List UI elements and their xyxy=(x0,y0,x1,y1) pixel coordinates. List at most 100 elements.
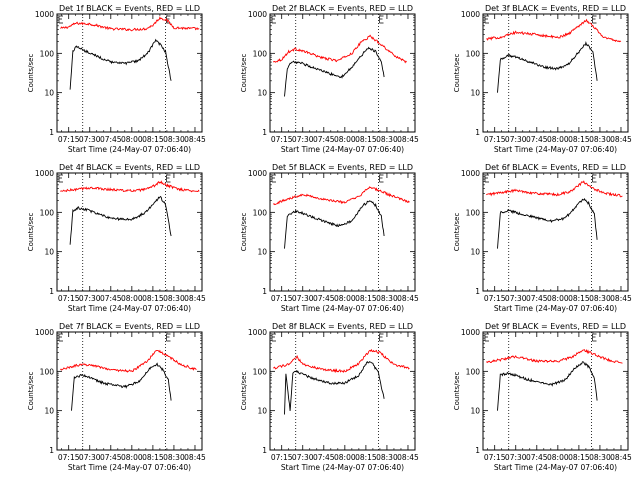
x-axis-label: Start Time (24-May-07 07:06:40) xyxy=(494,463,617,472)
x-tick-label: 08:30 xyxy=(163,294,185,303)
x-tick-label: 07:15 xyxy=(271,453,293,462)
flag-glyph xyxy=(592,333,597,342)
x-tick-label: 07:30 xyxy=(292,135,314,144)
lld-series-line xyxy=(486,18,622,43)
y-tick-label: 100 xyxy=(253,367,268,376)
y-tick-label: 10 xyxy=(470,407,480,416)
flag-glyph xyxy=(58,333,63,342)
y-axis-label: Counts/sec xyxy=(453,372,461,411)
events-series-line xyxy=(69,195,172,245)
x-tick-label: 07:30 xyxy=(79,453,101,462)
plot-frame xyxy=(56,13,203,133)
x-tick-label: 08:15 xyxy=(568,135,590,144)
x-tick-label: 07:30 xyxy=(79,135,101,144)
x-axis-label: Start Time (24-May-07 07:06:40) xyxy=(281,463,404,472)
x-axis-label: Start Time (24-May-07 07:06:40) xyxy=(68,304,191,313)
chart-panel-2: Det 2f BLACK = Events, RED = LLD 1 10 100 10… xyxy=(240,4,419,154)
y-axis-label: Counts/sec xyxy=(240,54,248,93)
x-tick-label: 08:30 xyxy=(376,294,398,303)
flag-glyph xyxy=(271,15,276,24)
chart-panel-9: Det 9f BLACK = Events, RED = LLD 1 10 100 10… xyxy=(453,322,632,472)
flag-glyph xyxy=(379,174,384,183)
y-tick-label: 10 xyxy=(257,89,267,98)
x-tick-label: 08:15 xyxy=(355,453,377,462)
x-axis-label: Start Time (24-May-07 07:06:40) xyxy=(494,304,617,313)
y-axis-label: Counts/sec xyxy=(27,372,35,411)
x-tick-label: 08:30 xyxy=(376,453,398,462)
x-tick-label: 08:45 xyxy=(610,135,632,144)
flag-glyph xyxy=(58,15,63,24)
x-tick-label: 07:15 xyxy=(484,294,506,303)
x-tick-label: 08:30 xyxy=(163,453,185,462)
chart-panel-1: Det 1f BLACK = Events, RED = LLD 1 10 100 10… xyxy=(27,4,206,154)
plot-frame xyxy=(269,13,416,133)
plot-frame xyxy=(269,331,416,451)
y-tick-label: 10 xyxy=(44,89,54,98)
x-tick-label: 07:45 xyxy=(526,294,548,303)
chart-panel-6: Det 6f BLACK = Events, RED = LLD 1 10 100 10… xyxy=(453,163,632,313)
chart-panel-7: Det 7f BLACK = Events, RED = LLD 1 10 100 10… xyxy=(27,322,206,472)
lld-series-line xyxy=(60,349,197,373)
y-tick-label: 100 xyxy=(40,49,55,58)
y-tick-label: 10 xyxy=(257,248,267,257)
y-tick-label: 100 xyxy=(40,367,55,376)
y-tick-label: 1 xyxy=(49,287,54,296)
flag-glyph xyxy=(271,174,276,183)
y-tick-label: 1 xyxy=(475,446,480,455)
lld-series-line xyxy=(273,186,410,206)
x-tick-label: 08:00 xyxy=(547,135,569,144)
x-tick-label: 08:15 xyxy=(142,453,164,462)
events-series-line xyxy=(71,362,172,411)
x-axis-label: Start Time (24-May-07 07:06:40) xyxy=(494,145,617,154)
chart-title: Det 7f BLACK = Events, RED = LLD xyxy=(59,322,200,331)
events-series-line xyxy=(497,40,598,93)
lld-series-line xyxy=(486,180,623,198)
y-tick-label: 1 xyxy=(49,446,54,455)
y-tick-label: 100 xyxy=(253,49,268,58)
y-tick-label: 100 xyxy=(40,208,55,217)
x-tick-label: 08:45 xyxy=(184,135,206,144)
flag-glyph xyxy=(484,333,489,342)
plot-frame xyxy=(56,331,203,451)
x-tick-label: 07:30 xyxy=(292,453,314,462)
x-tick-label: 08:45 xyxy=(610,294,632,303)
x-tick-label: 07:45 xyxy=(100,135,122,144)
lld-series-line xyxy=(60,16,200,32)
flag-glyph xyxy=(166,174,171,183)
events-series-line xyxy=(284,360,385,415)
x-tick-label: 07:30 xyxy=(505,294,527,303)
lld-series-line xyxy=(273,348,410,374)
x-tick-label: 08:00 xyxy=(334,453,356,462)
y-axis-label: Counts/sec xyxy=(27,213,35,252)
flag-glyph xyxy=(58,174,63,183)
x-tick-label: 08:15 xyxy=(355,135,377,144)
x-tick-label: 07:15 xyxy=(58,135,80,144)
x-tick-label: 07:45 xyxy=(526,453,548,462)
x-tick-label: 07:30 xyxy=(292,294,314,303)
events-series-line xyxy=(497,361,598,411)
events-series-line xyxy=(497,198,598,249)
y-axis-label: Counts/sec xyxy=(453,54,461,93)
x-axis-label: Start Time (24-May-07 07:06:40) xyxy=(68,463,191,472)
x-tick-label: 07:15 xyxy=(484,453,506,462)
x-tick-label: 07:45 xyxy=(526,135,548,144)
y-tick-label: 1000 xyxy=(248,169,267,178)
x-tick-label: 08:45 xyxy=(184,294,206,303)
flag-glyph xyxy=(484,174,489,183)
y-tick-label: 1 xyxy=(262,128,267,137)
x-tick-label: 07:30 xyxy=(505,453,527,462)
y-tick-label: 1000 xyxy=(461,10,480,19)
y-axis-label: Counts/sec xyxy=(240,372,248,411)
chart-title: Det 2f BLACK = Events, RED = LLD xyxy=(272,4,413,13)
chart-title: Det 5f BLACK = Events, RED = LLD xyxy=(272,163,413,172)
x-tick-label: 08:00 xyxy=(121,453,143,462)
x-tick-label: 08:15 xyxy=(142,294,164,303)
flag-glyph xyxy=(592,174,597,183)
y-tick-label: 10 xyxy=(257,407,267,416)
x-tick-label: 07:45 xyxy=(100,453,122,462)
x-axis-label: Start Time (24-May-07 07:06:40) xyxy=(68,145,191,154)
x-tick-label: 07:15 xyxy=(58,453,80,462)
x-tick-label: 08:15 xyxy=(355,294,377,303)
flag-glyph xyxy=(379,15,384,24)
